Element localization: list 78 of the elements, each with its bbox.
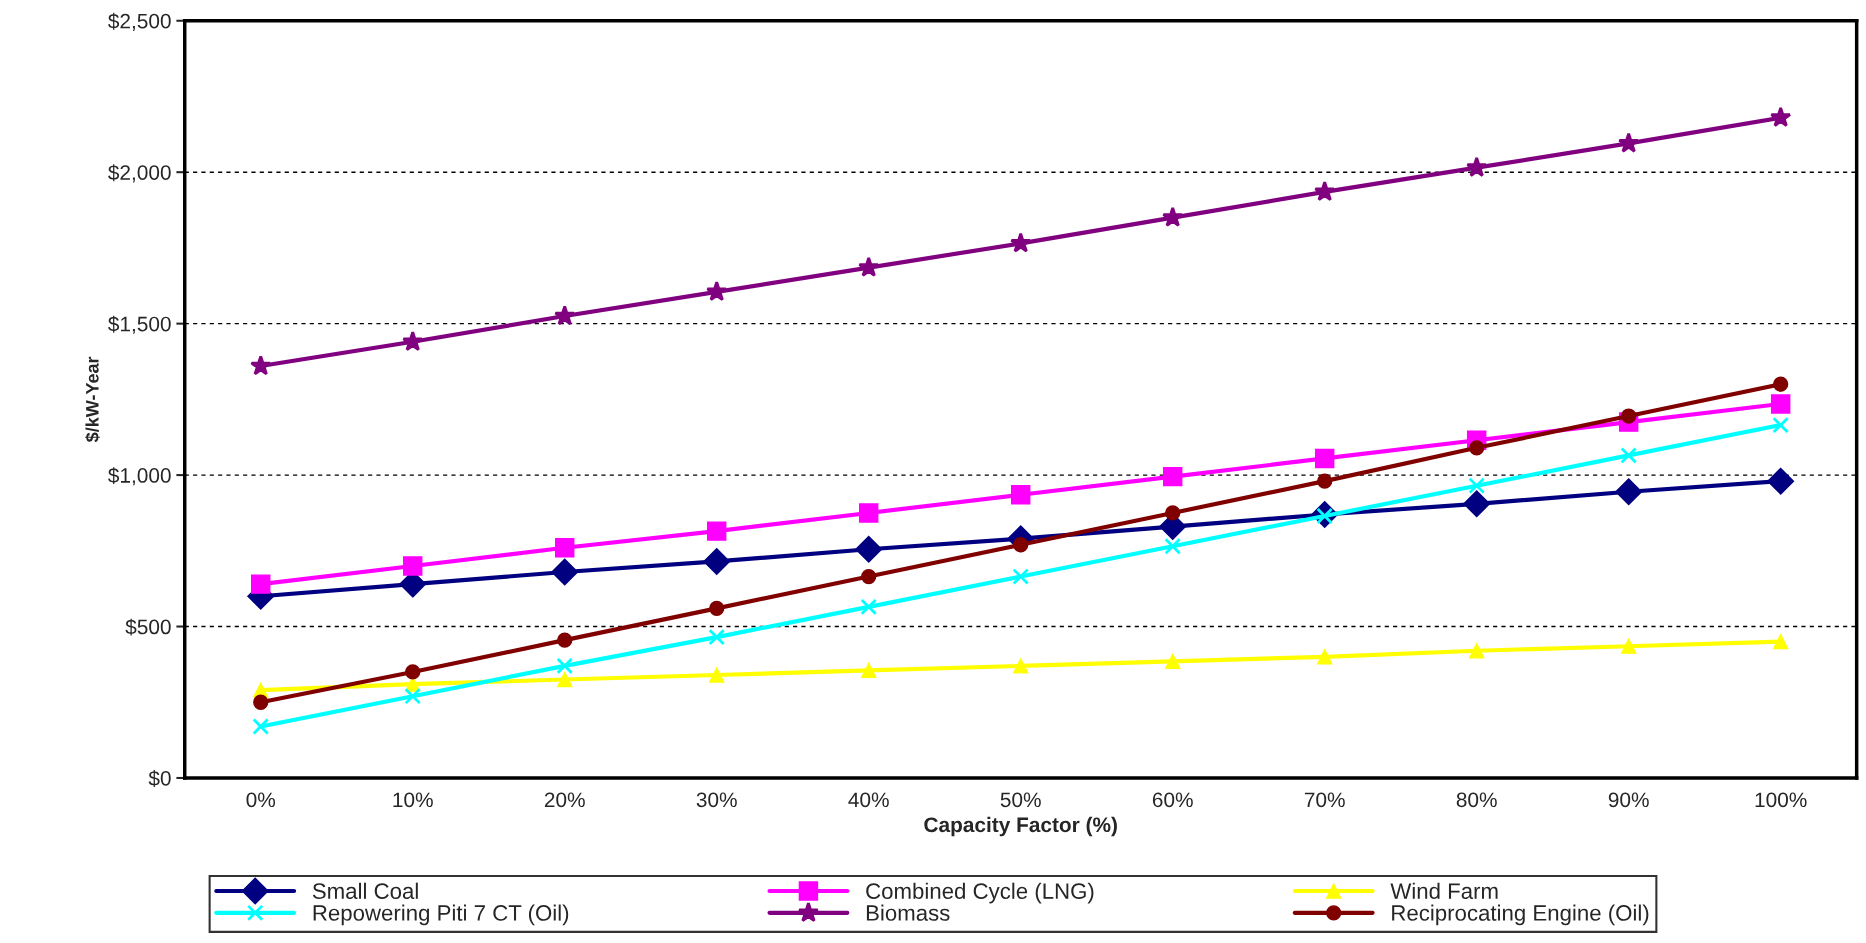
point [1620, 447, 1638, 464]
point [1165, 505, 1181, 521]
legend-label: Combined Cycle (LNG) [866, 882, 1094, 904]
point [1317, 649, 1333, 665]
y-tick-label: $500 [125, 618, 171, 636]
point [1773, 634, 1789, 650]
y-tick-label: $0 [148, 770, 171, 787]
point [557, 632, 573, 648]
x-tick-label: 40% [848, 792, 889, 808]
point [1466, 156, 1488, 177]
point [858, 503, 879, 523]
point [1770, 394, 1791, 414]
point [860, 598, 878, 616]
point [1010, 232, 1032, 253]
point [709, 667, 725, 683]
x-tick-label: 90% [1608, 792, 1649, 808]
legend-label: Repowering Piti 7 CT (Oil) [313, 904, 569, 926]
point [1767, 467, 1795, 495]
point [858, 256, 880, 277]
x-tick-label: 60% [1152, 792, 1193, 808]
point [861, 662, 877, 679]
point [1010, 485, 1031, 505]
point [251, 574, 271, 594]
point [1165, 653, 1181, 670]
point [554, 538, 575, 558]
point [1164, 537, 1182, 555]
point [708, 628, 726, 646]
point [551, 558, 579, 586]
x-tick-label: 30% [696, 792, 737, 808]
point [1469, 643, 1485, 659]
point [1012, 568, 1030, 585]
point [1615, 478, 1643, 506]
point [557, 671, 573, 688]
point [402, 330, 424, 352]
x-tick-label: 10% [393, 792, 433, 808]
point [1314, 180, 1336, 202]
point [709, 600, 725, 616]
y-tick-label: $1,500 [108, 315, 171, 334]
point [1013, 658, 1029, 674]
x-tick-label: 80% [1456, 792, 1497, 808]
point [1162, 206, 1184, 227]
point [1772, 416, 1789, 434]
y-tick-label: $1,000 [108, 467, 171, 486]
point [1317, 473, 1333, 489]
point [556, 657, 574, 675]
x-tick-label: 50% [1000, 792, 1041, 808]
point [861, 568, 877, 585]
point [403, 556, 423, 576]
x-axis-title: Capacity Factor (%) [924, 816, 1117, 837]
x-tick-label: 100% [1755, 792, 1807, 808]
x-tick-label: 20% [544, 792, 585, 808]
point [1468, 477, 1486, 495]
point [1463, 490, 1491, 518]
point [1770, 106, 1792, 127]
point [706, 280, 728, 302]
legend-label: Biomass [866, 904, 950, 921]
point [855, 535, 883, 563]
point [250, 354, 272, 376]
y-axis-title: $/kW-Year [85, 356, 100, 443]
point [252, 718, 270, 735]
point [404, 687, 422, 705]
x-tick-label: 70% [1304, 792, 1345, 808]
y-tick-label: $2,500 [108, 12, 171, 31]
point [1773, 376, 1789, 392]
point [703, 547, 731, 575]
y-tick-label: $2,000 [108, 164, 171, 183]
point [1162, 466, 1183, 487]
legend-label: Wind Farm [1390, 882, 1498, 899]
point [554, 304, 576, 326]
point [1618, 132, 1640, 153]
point [706, 521, 727, 541]
point [253, 694, 269, 710]
legend-label: Reciprocating Engine (Oil) [1392, 904, 1649, 926]
x-tick-label: 0% [246, 792, 276, 808]
point [1314, 448, 1335, 469]
legend-label: Small Coal [312, 882, 418, 899]
point [405, 664, 421, 680]
point [1621, 638, 1637, 654]
